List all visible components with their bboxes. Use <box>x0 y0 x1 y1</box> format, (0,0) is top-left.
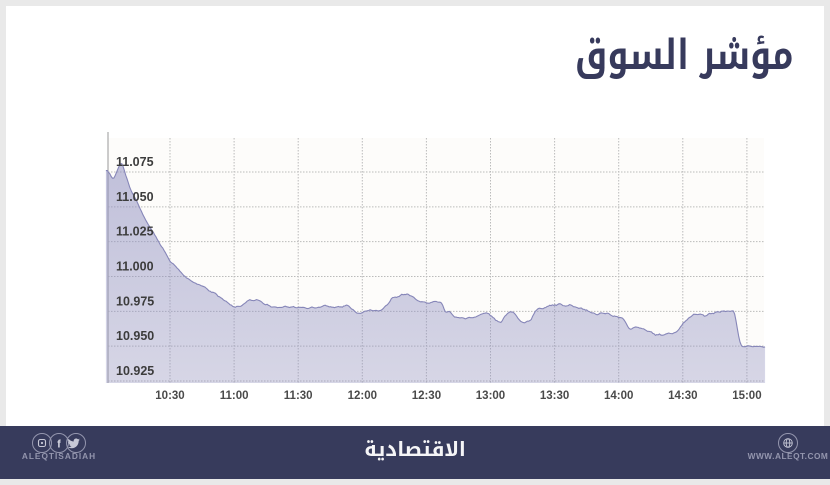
svg-text:12:00: 12:00 <box>348 390 377 402</box>
svg-text:11.050: 11.050 <box>116 190 154 204</box>
svg-text:12:30: 12:30 <box>412 390 441 402</box>
svg-text:10:30: 10:30 <box>155 390 184 402</box>
svg-text:15:00: 15:00 <box>732 390 761 402</box>
svg-text:14:00: 14:00 <box>604 390 633 402</box>
svg-text:11.000: 11.000 <box>116 260 154 274</box>
svg-text:f: f <box>57 438 61 450</box>
svg-text:14:30: 14:30 <box>668 390 697 402</box>
svg-text:11:00: 11:00 <box>220 390 249 402</box>
svg-text:11:30: 11:30 <box>284 390 313 402</box>
svg-text:WWW.ALEQT.COM: WWW.ALEQT.COM <box>748 451 829 461</box>
svg-text:13:30: 13:30 <box>540 390 569 402</box>
svg-text:10.925: 10.925 <box>116 364 154 378</box>
svg-text:10.975: 10.975 <box>116 294 154 308</box>
svg-text:11.075: 11.075 <box>116 155 154 169</box>
svg-text:الاقتصادية: الاقتصادية <box>364 431 466 469</box>
svg-text:ALEQTISADIAH: ALEQTISADIAH <box>22 451 96 461</box>
svg-text:11.025: 11.025 <box>116 225 154 239</box>
svg-text:10.950: 10.950 <box>116 329 154 343</box>
svg-text:13:00: 13:00 <box>476 390 505 402</box>
